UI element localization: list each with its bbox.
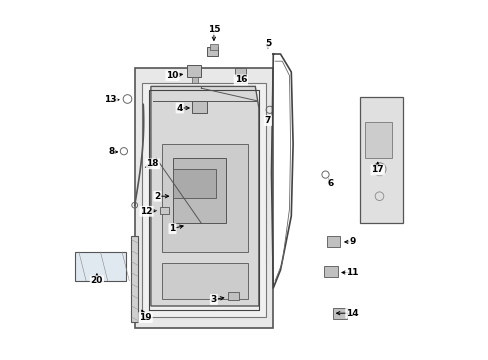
FancyBboxPatch shape bbox=[210, 44, 217, 50]
FancyBboxPatch shape bbox=[186, 65, 201, 77]
FancyBboxPatch shape bbox=[172, 169, 215, 198]
Text: 13: 13 bbox=[104, 95, 117, 104]
FancyBboxPatch shape bbox=[323, 266, 337, 277]
Text: 10: 10 bbox=[166, 71, 178, 80]
FancyBboxPatch shape bbox=[131, 236, 137, 322]
Text: 19: 19 bbox=[139, 313, 151, 322]
FancyBboxPatch shape bbox=[332, 308, 346, 319]
Text: 11: 11 bbox=[346, 268, 358, 277]
Text: 16: 16 bbox=[234, 76, 246, 85]
Text: 5: 5 bbox=[264, 39, 270, 48]
FancyBboxPatch shape bbox=[192, 101, 206, 113]
Text: 6: 6 bbox=[327, 179, 333, 188]
Text: 18: 18 bbox=[146, 159, 159, 168]
FancyBboxPatch shape bbox=[142, 83, 265, 317]
FancyBboxPatch shape bbox=[359, 97, 402, 223]
FancyBboxPatch shape bbox=[160, 207, 168, 214]
Text: 17: 17 bbox=[370, 166, 383, 175]
Text: 1: 1 bbox=[169, 224, 175, 233]
FancyBboxPatch shape bbox=[162, 144, 247, 252]
FancyBboxPatch shape bbox=[326, 236, 339, 247]
PathPatch shape bbox=[75, 252, 125, 281]
PathPatch shape bbox=[151, 86, 258, 306]
Text: 20: 20 bbox=[91, 276, 103, 285]
Text: 8: 8 bbox=[108, 148, 114, 157]
FancyBboxPatch shape bbox=[206, 47, 217, 56]
Text: 7: 7 bbox=[264, 116, 270, 125]
FancyBboxPatch shape bbox=[235, 68, 246, 76]
Text: 9: 9 bbox=[348, 238, 355, 247]
FancyBboxPatch shape bbox=[228, 292, 239, 300]
Text: 15: 15 bbox=[207, 25, 220, 34]
FancyBboxPatch shape bbox=[365, 122, 391, 158]
Text: 2: 2 bbox=[154, 192, 160, 201]
FancyBboxPatch shape bbox=[172, 158, 226, 223]
FancyBboxPatch shape bbox=[162, 263, 247, 299]
Text: 12: 12 bbox=[140, 207, 153, 216]
FancyBboxPatch shape bbox=[134, 68, 273, 328]
Text: 4: 4 bbox=[176, 104, 183, 113]
Text: 14: 14 bbox=[346, 309, 358, 318]
FancyBboxPatch shape bbox=[192, 77, 197, 83]
Text: 3: 3 bbox=[210, 295, 217, 304]
